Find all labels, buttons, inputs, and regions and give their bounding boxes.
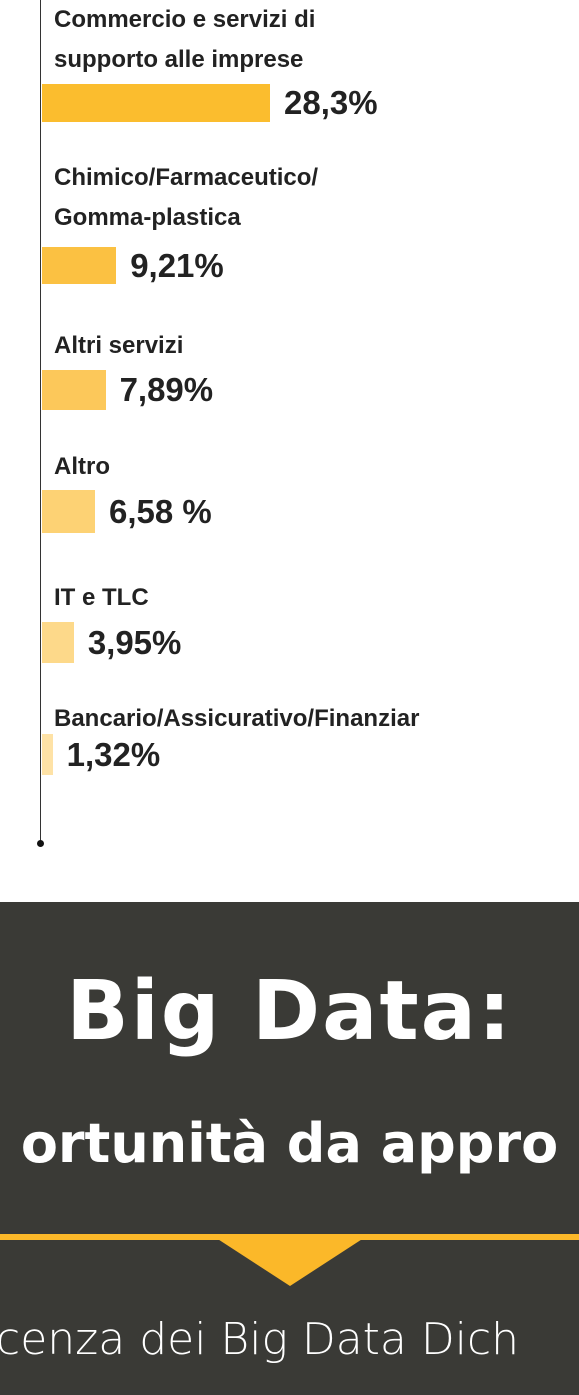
category-label: Bancario/Assicurativo/Finanziar: [54, 705, 420, 732]
bar: [42, 622, 74, 663]
bar: [42, 84, 270, 122]
category-label: Altri servizi: [54, 332, 184, 359]
category-label: Altro: [54, 453, 110, 480]
value-label: 1,32%: [66, 735, 161, 773]
category-label: Commercio e servizi di supporto alle imp…: [54, 6, 316, 73]
value-label: 3,95%: [87, 623, 182, 661]
bar: [42, 490, 95, 533]
banner: Big Data: ortunità da appro cenza dei Bi…: [0, 902, 579, 1395]
banner-title: Big Data:: [66, 964, 513, 1059]
bar: [42, 247, 117, 284]
value-label: 9,21%: [130, 246, 224, 284]
value-label: 6,58 %: [109, 492, 212, 530]
pointer: [210, 1234, 370, 1286]
bar: [42, 370, 106, 410]
category-label: IT e TLC: [54, 584, 149, 611]
banner-subtitle: ortunità da appro: [20, 1112, 559, 1175]
pointer-triangle: [210, 1234, 370, 1286]
banner-footer: cenza dei Big Data Dich: [0, 1314, 520, 1365]
value-label: 7,89%: [119, 371, 214, 408]
bar: [42, 734, 53, 775]
axis-line: [40, 0, 41, 843]
category-label: Chimico/Farmaceutico/ Gomma-plastica: [54, 164, 319, 231]
axis-dot: [37, 840, 44, 847]
value-label: 28,3%: [284, 84, 378, 121]
chart: Commercio e servizi di supporto alle imp…: [37, 0, 420, 847]
